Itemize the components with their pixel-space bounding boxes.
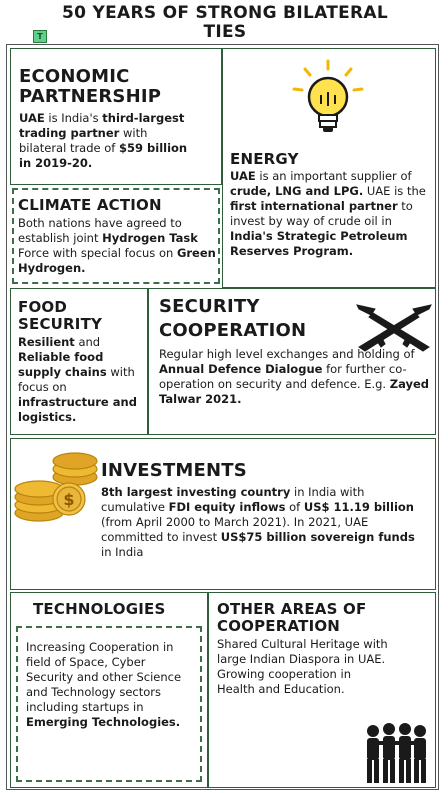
investments-heading: INVESTMENTS bbox=[101, 460, 247, 481]
food-heading-line-2: SECURITY bbox=[18, 315, 103, 333]
page-title: 50 YEARS OF STRONG BILATERAL TIES bbox=[30, 4, 420, 42]
security-text: Regular high level exchanges and holding… bbox=[159, 347, 430, 406]
economic-heading-line-2: PARTNERSHIP bbox=[19, 86, 162, 107]
svg-text:$: $ bbox=[63, 490, 74, 509]
other-heading-line-2: COOPERATION bbox=[217, 617, 341, 635]
technologies-text: Increasing Cooperation in field of Space… bbox=[26, 640, 182, 729]
light-bulb-icon bbox=[292, 59, 364, 132]
economic-partnership-panel: ECONOMIC PARTNERSHIP UAE is India's thir… bbox=[10, 48, 222, 185]
security-heading-line-2: COOPERATION bbox=[159, 320, 307, 341]
infographic-frame bbox=[6, 44, 439, 790]
food-heading: FOOD SECURITY bbox=[18, 299, 102, 333]
crossed-rifles-icon bbox=[356, 304, 432, 352]
title-line-1: 50 YEARS OF STRONG BILATERAL bbox=[61, 3, 388, 23]
other-heading: OTHER AREAS OF COOPERATION bbox=[217, 601, 366, 635]
economic-text: UAE is India's third-largest trading par… bbox=[19, 111, 188, 170]
other-heading-line-1: OTHER AREAS OF bbox=[217, 600, 367, 618]
energy-panel: ENERGY UAE is an important supplier of c… bbox=[222, 48, 436, 288]
logo-icon: T bbox=[33, 30, 47, 43]
other-text: Shared Cultural Heritage with large Indi… bbox=[217, 637, 388, 696]
investments-panel: $ INVESTMENTS 8th largest investing coun… bbox=[10, 438, 436, 590]
people-group-icon bbox=[367, 723, 426, 783]
energy-heading: ENERGY bbox=[230, 150, 299, 168]
food-heading-line-1: FOOD bbox=[18, 298, 68, 316]
climate-action-panel: CLIMATE ACTION Both nations have agreed … bbox=[12, 188, 220, 284]
economic-heading: ECONOMIC PARTNERSHIP bbox=[19, 67, 161, 107]
food-security-panel: FOOD SECURITY Resilient and Reliable foo… bbox=[10, 288, 148, 435]
security-cooperation-panel: SECURITY COOPERATION Regular high level … bbox=[148, 288, 436, 435]
gold-coins-icon: $ bbox=[14, 452, 98, 522]
technologies-heading: TECHNOLOGIES bbox=[33, 600, 166, 618]
investments-text: 8th largest investing country in India w… bbox=[101, 485, 415, 559]
climate-heading: CLIMATE ACTION bbox=[18, 196, 162, 214]
security-heading: SECURITY COOPERATION bbox=[159, 297, 306, 341]
economic-heading-line-1: ECONOMIC bbox=[19, 66, 130, 87]
climate-text: Both nations have agreed to establish jo… bbox=[18, 216, 216, 275]
energy-text: UAE is an important supplier of crude, L… bbox=[230, 169, 426, 258]
food-text: Resilient and Reliable food supply chain… bbox=[18, 335, 137, 424]
title-line-2: TIES bbox=[203, 22, 247, 42]
other-areas-panel: OTHER AREAS OF COOPERATION Shared Cultur… bbox=[208, 592, 436, 788]
technologies-panel: TECHNOLOGIES bbox=[10, 592, 208, 788]
technologies-text-box: Increasing Cooperation in field of Space… bbox=[16, 626, 202, 782]
security-heading-line-1: SECURITY bbox=[159, 296, 260, 317]
